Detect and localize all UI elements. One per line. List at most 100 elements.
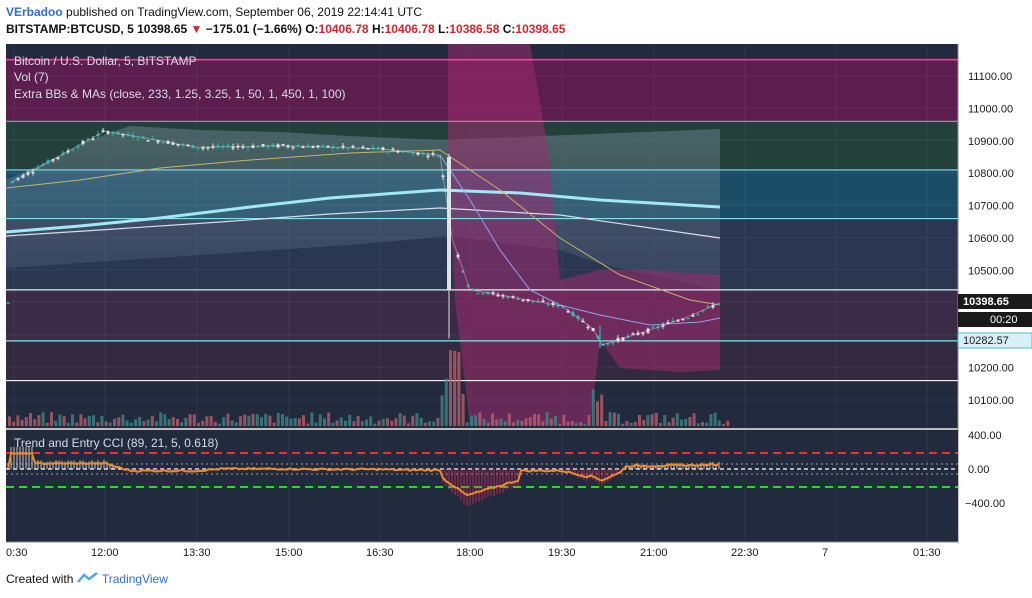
volume-bar-58: [251, 413, 255, 426]
volume-bar-30: [134, 419, 137, 426]
candle-body-47: [241, 146, 245, 148]
candle-body-2: [16, 178, 20, 180]
volume-bar-117: [499, 418, 503, 426]
candle-body-127: [651, 326, 655, 329]
price-tick-8: 10200.00: [968, 363, 1014, 375]
line-price-tag: [957, 332, 1032, 349]
volume-bar-155: [659, 422, 662, 426]
candle-body-60: [306, 145, 310, 149]
volume-bar-45: [197, 422, 200, 426]
last-price-tag: [958, 294, 1032, 309]
volume-bar-126: [537, 414, 541, 426]
volume-bar-106: [453, 350, 457, 426]
volume-bar-74: [318, 414, 322, 426]
tradingview-brand-link[interactable]: TradingView: [101, 572, 168, 586]
countdown-tag: [958, 312, 1032, 327]
volume-bar-31: [138, 416, 142, 426]
candle-body-117: [601, 344, 605, 346]
candle-body-131: [671, 320, 675, 324]
volume-bar-2: [16, 415, 20, 426]
candle-body-124: [636, 332, 640, 335]
volume-bar-86: [369, 416, 373, 426]
candle-body-99: [511, 296, 515, 298]
volume-bar-36: [159, 412, 163, 426]
candle-body-111: [571, 311, 575, 317]
published-text: published on TradingView.com, September …: [66, 5, 423, 19]
price-tick-5: 10600.00: [968, 233, 1014, 245]
volume-bar-144: [612, 412, 616, 426]
candle-body-16: [86, 138, 90, 141]
volume-bar-17: [79, 414, 83, 426]
volume-bar-130: [554, 416, 557, 426]
time-tick-0: 0:30: [6, 547, 27, 559]
volume-bar-79: [339, 417, 343, 426]
candle-body-101: [521, 299, 525, 302]
horizontal-levels: [6, 59, 958, 382]
volume-bar-158: [671, 417, 675, 426]
candle-body-86: [436, 156, 440, 158]
close-value: 10398.65: [515, 22, 566, 36]
volume-bar-57: [247, 415, 251, 426]
cci-axis-ticks: 400.00 0.00 −400.00: [965, 430, 1005, 510]
volume-bar-27: [121, 414, 125, 426]
candle-body-74: [376, 147, 380, 150]
price-tick-2: 10900.00: [968, 136, 1014, 148]
candle-body-30: [156, 140, 160, 143]
candle-body-48: [246, 146, 250, 149]
candle-body-130: [666, 322, 670, 324]
ohlc-line: BITSTAMP:BTCUSD, 5 10398.65 ▼ −175.01 (−…: [6, 22, 565, 36]
price-tick-6: 10500.00: [968, 265, 1014, 277]
candle-body-72: [366, 147, 370, 150]
volume-bar-5: [29, 413, 32, 426]
volume-bar-49: [213, 421, 217, 426]
volume-bar-150: [638, 414, 641, 426]
candle-body-87: [441, 175, 445, 177]
volume-bar-133: [566, 421, 570, 426]
candle-body-64: [326, 145, 330, 148]
volume-bar-80: [344, 420, 347, 426]
low-value: 10386.58: [449, 22, 500, 36]
volume-bar-93: [398, 413, 402, 426]
volume-bar-108: [461, 394, 465, 426]
volume-bar-105: [449, 350, 452, 426]
volume-bar-115: [491, 413, 494, 426]
candle-body-137: [701, 310, 705, 312]
volume-bar-142: [604, 420, 608, 426]
volume-bar-92: [394, 418, 398, 426]
candle-body-118: [606, 343, 610, 345]
volume-bar-122: [520, 420, 524, 426]
volume-bar-81: [348, 414, 352, 426]
time-tick-8: 22:30: [731, 547, 759, 559]
author-link[interactable]: VErbadoo: [6, 5, 63, 19]
volume-bar-164: [696, 423, 700, 426]
volume-bar-97: [415, 413, 419, 426]
candle-body-106: [546, 304, 550, 306]
volume-bar-88: [377, 420, 381, 426]
volume-bar-110: [470, 415, 473, 426]
footer: Created with TradingView: [6, 572, 168, 586]
candle-body-17: [91, 138, 95, 141]
candle-body-136: [696, 313, 700, 316]
volume-bar-34: [150, 416, 154, 426]
volume-bar-128: [545, 412, 549, 426]
candle-body-21: [111, 132, 115, 135]
price-chart[interactable]: Bitcoin / U.S. Dollar, 5, BITSTAMP Vol (…: [0, 44, 1032, 564]
low-label: L:: [438, 22, 450, 36]
volume-bar-113: [482, 418, 486, 426]
ma-fast-line: [439, 154, 721, 326]
volume-bar-137: [583, 423, 587, 426]
volume-bar-52: [226, 413, 230, 426]
volume-bar-170: [722, 423, 725, 426]
candle-body-120: [616, 337, 620, 341]
candle-body-11: [61, 152, 65, 156]
candle-body-69: [351, 145, 355, 148]
candle-body-109: [561, 306, 565, 308]
time-axis-bg: [6, 542, 958, 564]
candle-body-1: [11, 181, 15, 183]
candle-body-37: [191, 144, 195, 149]
candle-body-49: [251, 145, 255, 148]
volume-bar-3: [20, 419, 24, 426]
price-series: [9, 130, 721, 346]
volume-bar-109: [465, 422, 469, 426]
high-label: H:: [371, 22, 385, 36]
